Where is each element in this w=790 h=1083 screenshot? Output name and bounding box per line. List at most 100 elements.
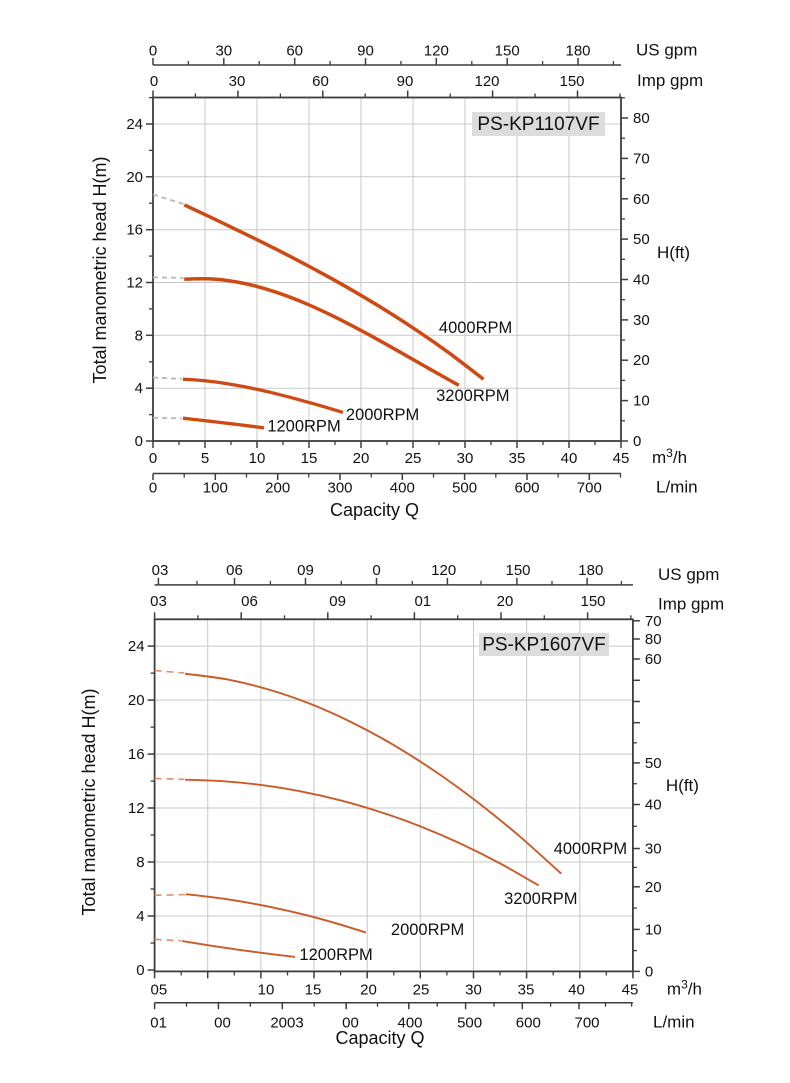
svg-text:50: 50 (633, 231, 650, 248)
svg-text:40: 40 (568, 981, 585, 998)
svg-text:8: 8 (136, 854, 144, 871)
svg-text:3200RPM: 3200RPM (504, 890, 577, 908)
svg-text:0: 0 (135, 433, 143, 450)
svg-text:m3/h: m3/h (652, 446, 687, 467)
svg-text:US gpm: US gpm (658, 565, 719, 584)
svg-text:35: 35 (509, 450, 526, 467)
svg-text:2003: 2003 (270, 1015, 303, 1032)
svg-text:0: 0 (149, 450, 157, 467)
svg-text:24: 24 (126, 116, 143, 133)
svg-text:600: 600 (514, 480, 539, 497)
svg-text:20: 20 (360, 981, 377, 998)
svg-text:200: 200 (265, 480, 290, 497)
svg-text:40: 40 (633, 272, 650, 289)
svg-text:45: 45 (622, 981, 639, 998)
svg-text:L/min: L/min (656, 478, 698, 497)
svg-text:8: 8 (135, 327, 143, 344)
svg-text:400: 400 (390, 480, 415, 497)
svg-text:06: 06 (226, 562, 243, 579)
svg-text:700: 700 (577, 480, 602, 497)
svg-text:60: 60 (645, 651, 662, 668)
svg-text:30: 30 (215, 43, 232, 60)
svg-text:30: 30 (645, 841, 662, 858)
svg-text:120: 120 (424, 43, 449, 60)
svg-text:150: 150 (559, 73, 584, 90)
svg-text:25: 25 (413, 981, 430, 998)
svg-text:10: 10 (258, 981, 275, 998)
svg-text:500: 500 (452, 480, 477, 497)
svg-text:40: 40 (561, 450, 578, 467)
svg-text:300: 300 (327, 480, 352, 497)
svg-text:400: 400 (397, 1015, 422, 1032)
svg-text:H(ft): H(ft) (666, 776, 699, 795)
svg-text:20: 20 (645, 879, 662, 896)
svg-text:0: 0 (645, 963, 653, 980)
svg-text:US gpm: US gpm (636, 41, 697, 60)
svg-text:60: 60 (312, 73, 329, 90)
svg-text:PS-KP1107VF: PS-KP1107VF (477, 114, 599, 135)
svg-text:03: 03 (152, 562, 169, 579)
svg-text:Total manometric head H(m): Total manometric head H(m) (90, 156, 110, 383)
svg-text:35: 35 (518, 981, 535, 998)
svg-text:70: 70 (645, 613, 662, 630)
svg-text:20: 20 (126, 169, 143, 186)
svg-text:600: 600 (516, 1015, 541, 1032)
svg-text:20: 20 (353, 450, 370, 467)
svg-text:120: 120 (474, 73, 499, 90)
svg-text:0: 0 (149, 43, 157, 60)
svg-text:40: 40 (645, 797, 662, 814)
svg-text:45: 45 (613, 450, 630, 467)
svg-text:150: 150 (505, 562, 530, 579)
svg-text:H(ft): H(ft) (657, 243, 690, 262)
svg-text:4000RPM: 4000RPM (554, 840, 627, 858)
svg-text:Imp gpm: Imp gpm (658, 594, 724, 613)
svg-text:2000RPM: 2000RPM (391, 921, 464, 939)
svg-text:120: 120 (431, 562, 456, 579)
svg-text:16: 16 (128, 746, 145, 763)
svg-text:30: 30 (633, 312, 650, 329)
svg-text:25: 25 (405, 450, 422, 467)
svg-text:0: 0 (149, 480, 157, 497)
svg-text:4: 4 (135, 380, 143, 397)
svg-text:700: 700 (574, 1015, 599, 1032)
svg-text:180: 180 (578, 562, 603, 579)
svg-text:20: 20 (128, 692, 145, 709)
svg-text:09: 09 (329, 593, 346, 610)
svg-text:10: 10 (645, 921, 662, 938)
svg-text:4: 4 (136, 908, 144, 925)
svg-text:3200RPM: 3200RPM (436, 387, 509, 405)
svg-text:50: 50 (645, 755, 662, 772)
svg-text:10: 10 (633, 393, 650, 410)
svg-text:30: 30 (457, 450, 474, 467)
svg-text:100: 100 (203, 480, 228, 497)
svg-text:500: 500 (457, 1015, 482, 1032)
svg-text:PS-KP1607VF: PS-KP1607VF (482, 635, 606, 656)
svg-text:05: 05 (151, 981, 168, 998)
svg-text:Capacity Q: Capacity Q (335, 1028, 424, 1048)
svg-text:60: 60 (633, 191, 650, 208)
svg-text:0: 0 (633, 433, 641, 450)
svg-text:30: 30 (465, 981, 482, 998)
svg-text:01: 01 (414, 593, 431, 610)
svg-text:06: 06 (241, 593, 258, 610)
svg-text:180: 180 (565, 43, 590, 60)
svg-text:09: 09 (297, 562, 314, 579)
svg-text:03: 03 (150, 593, 167, 610)
svg-text:20: 20 (497, 593, 514, 610)
svg-text:m3/h: m3/h (667, 977, 702, 998)
svg-text:90: 90 (397, 73, 414, 90)
svg-text:90: 90 (357, 43, 374, 60)
svg-text:2000RPM: 2000RPM (346, 406, 419, 424)
svg-text:150: 150 (495, 43, 520, 60)
svg-text:1200RPM: 1200RPM (299, 946, 372, 964)
svg-text:0: 0 (372, 562, 380, 579)
svg-text:00: 00 (342, 1015, 359, 1032)
svg-text:150: 150 (580, 593, 605, 610)
svg-text:15: 15 (301, 450, 318, 467)
svg-text:70: 70 (633, 150, 650, 167)
svg-text:12: 12 (128, 800, 145, 817)
svg-text:4000RPM: 4000RPM (439, 319, 512, 337)
svg-text:L/min: L/min (653, 1013, 695, 1032)
svg-text:Total manometric head H(m): Total manometric head H(m) (79, 688, 99, 915)
svg-text:01: 01 (150, 1015, 167, 1032)
